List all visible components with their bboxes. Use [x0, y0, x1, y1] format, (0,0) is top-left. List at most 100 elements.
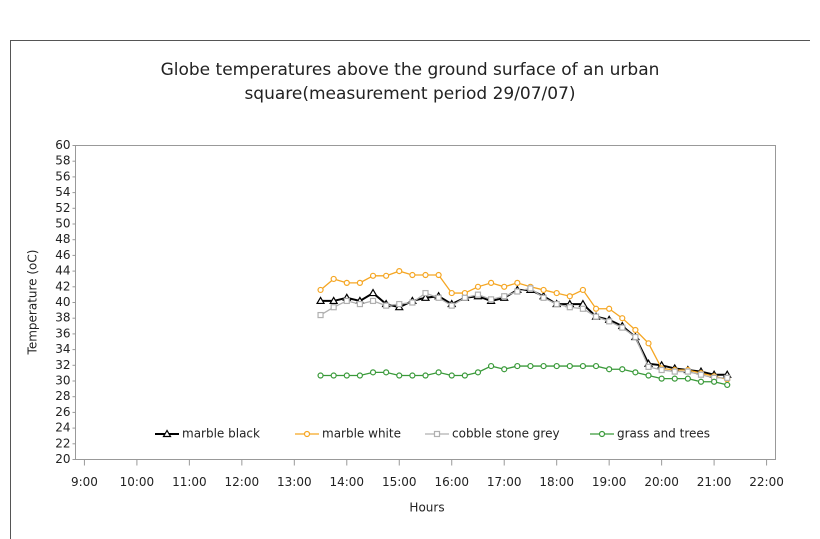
x-tick-label: 13:00 — [277, 475, 312, 489]
marker — [409, 372, 416, 379]
marker — [579, 362, 587, 370]
series-line — [320, 287, 728, 379]
marker — [329, 296, 339, 305]
marker — [632, 326, 639, 334]
chart-title: Globe temperatures above the ground surf… — [161, 60, 660, 80]
x-tick-label: 10:00 — [120, 475, 155, 489]
x-tick-label: 17:00 — [487, 475, 522, 489]
marker — [422, 289, 429, 297]
marker — [632, 333, 639, 341]
marker — [527, 362, 534, 370]
marker — [369, 272, 377, 279]
x-tick-label: 18:00 — [539, 475, 574, 489]
y-tick-label: 36 — [55, 326, 70, 340]
series-line — [320, 270, 728, 381]
marker — [422, 271, 429, 279]
y-tick-label: 40 — [55, 295, 70, 309]
x-tick-label: 9:00 — [71, 475, 98, 489]
marker — [435, 369, 442, 376]
marker — [527, 285, 534, 292]
marker — [592, 313, 600, 320]
y-tick-label: 22 — [55, 436, 70, 450]
marker — [671, 375, 678, 382]
y-tick-label: 32 — [55, 358, 70, 372]
plot-area — [75, 145, 776, 460]
marker — [461, 294, 468, 301]
marker — [645, 340, 652, 347]
y-tick-label: 46 — [55, 248, 70, 262]
marker — [619, 366, 626, 373]
marker — [317, 372, 324, 379]
marker — [448, 302, 455, 309]
marker — [369, 297, 377, 305]
marker — [645, 363, 652, 370]
marker — [317, 286, 324, 294]
marker — [433, 430, 441, 438]
y-tick-label: 58 — [55, 154, 70, 168]
x-tick-label: 12:00 — [225, 475, 260, 489]
marker — [632, 369, 639, 376]
marker — [514, 288, 521, 295]
marker — [501, 283, 508, 290]
marker — [368, 288, 378, 297]
marker — [658, 375, 665, 382]
marker — [540, 286, 547, 294]
marker — [317, 311, 324, 319]
marker — [619, 315, 626, 322]
marker — [684, 375, 691, 382]
marker — [579, 286, 587, 294]
legend-label: marble black — [182, 427, 260, 441]
marker — [724, 381, 731, 389]
marker — [658, 366, 665, 374]
marker — [422, 372, 429, 379]
marker — [343, 297, 350, 305]
marker — [435, 271, 442, 279]
marker — [383, 302, 390, 309]
marker — [330, 304, 337, 311]
marker — [369, 369, 377, 376]
marker — [474, 283, 482, 290]
marker — [409, 271, 416, 279]
marker — [566, 304, 573, 311]
y-tick-label: 56 — [55, 169, 70, 183]
marker — [383, 369, 390, 376]
legend-label: cobble stone grey — [452, 427, 560, 441]
x-tick-label: 15:00 — [382, 475, 417, 489]
marker — [514, 362, 521, 370]
marker — [566, 293, 573, 300]
marker — [645, 372, 652, 379]
marker — [356, 372, 364, 379]
marker — [396, 268, 403, 275]
marker — [553, 300, 560, 308]
marker — [316, 296, 326, 305]
x-tick-label: 16:00 — [434, 475, 469, 489]
marker — [343, 372, 350, 379]
x-tick-label: 19:00 — [592, 475, 627, 489]
marker — [461, 372, 468, 379]
marker — [724, 374, 731, 381]
y-tick-label: 38 — [55, 311, 70, 325]
marker — [514, 279, 521, 286]
marker — [343, 279, 350, 286]
y-tick-label: 52 — [55, 201, 70, 215]
marker — [303, 430, 311, 438]
marker — [396, 372, 403, 379]
y-tick-label: 34 — [55, 342, 70, 356]
y-tick-label: 42 — [55, 279, 70, 293]
y-axis-label: Temperature (oC) — [26, 250, 40, 356]
y-tick-label: 28 — [55, 389, 70, 403]
chart-title: square(measurement period 29/07/07) — [244, 84, 575, 104]
marker — [487, 296, 495, 303]
marker — [448, 289, 455, 297]
x-tick-label: 22:00 — [749, 475, 784, 489]
y-tick-label: 26 — [55, 405, 70, 419]
marker — [435, 294, 442, 301]
y-tick-label: 24 — [55, 421, 70, 435]
y-tick-label: 60 — [55, 138, 70, 152]
marker — [697, 371, 705, 378]
marker — [448, 372, 455, 379]
y-tick-label: 44 — [55, 264, 70, 278]
marker — [356, 300, 364, 308]
marker — [540, 294, 547, 301]
